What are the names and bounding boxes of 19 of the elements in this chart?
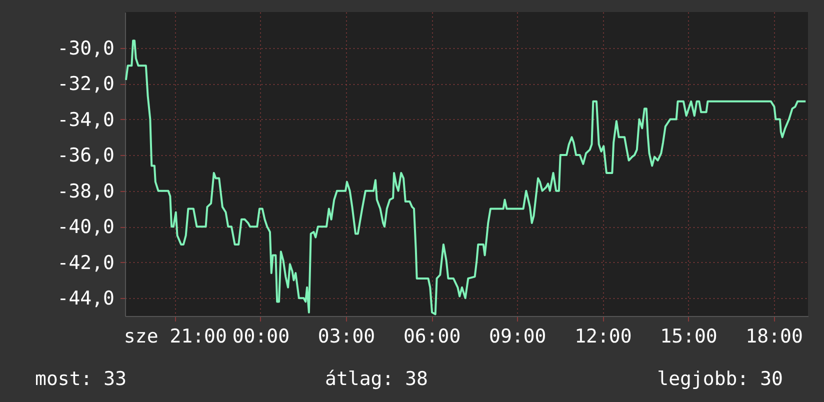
y-tick-label: -34,0 xyxy=(57,108,114,131)
x-tick-label: 18:00 xyxy=(746,326,803,348)
x-tick-label: 06:00 xyxy=(403,326,461,348)
x-tick-label: 12:00 xyxy=(574,326,632,348)
y-tick-label: -42,0 xyxy=(57,252,114,274)
y-tick-label: -38,0 xyxy=(57,180,114,202)
y-tick-label: -40,0 xyxy=(57,216,114,238)
y-tick-label: -44,0 xyxy=(57,288,114,310)
x-tick-label: 03:00 xyxy=(318,326,376,348)
x-tick-label: 15:00 xyxy=(660,326,718,348)
y-tick-label: -36,0 xyxy=(57,144,114,167)
x-tick-label: 09:00 xyxy=(489,326,546,348)
y-tick-label: -32,0 xyxy=(57,73,114,96)
x-tick-label: 00:00 xyxy=(232,326,290,348)
text: átlag: 38 xyxy=(325,368,428,390)
y-tick-label: -30,0 xyxy=(57,37,114,60)
x-tick-label: sze 21:00 xyxy=(124,326,227,348)
text: legjobb: 30 xyxy=(657,368,783,390)
text: most: 33 xyxy=(35,368,127,390)
